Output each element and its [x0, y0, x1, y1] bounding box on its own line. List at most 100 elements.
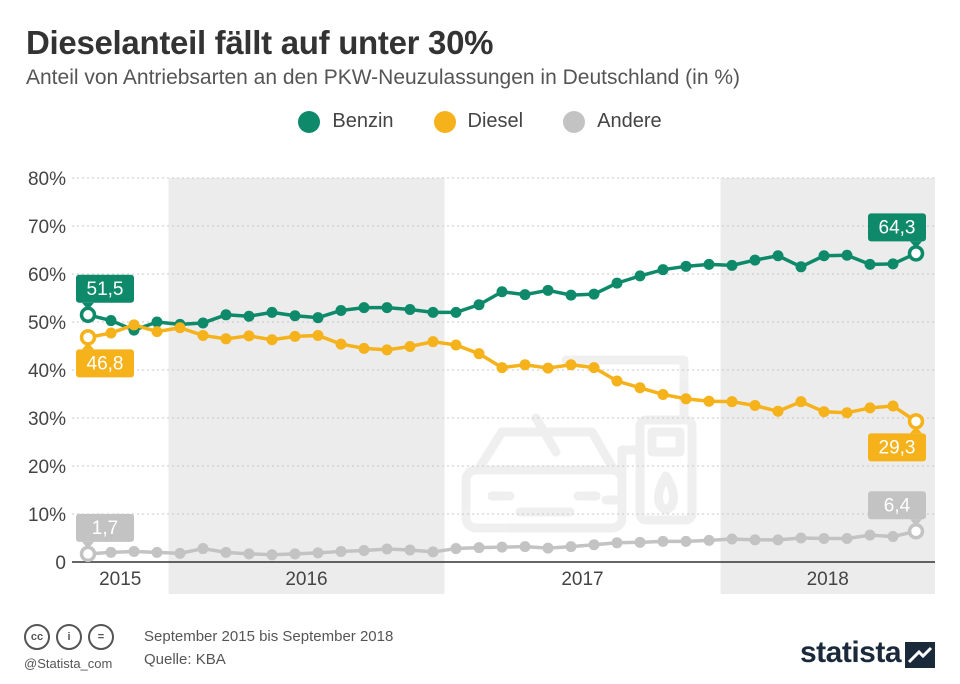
chart-title: Dieselanteil fällt auf unter 30% [26, 24, 494, 61]
data-point-diesel [795, 396, 807, 408]
data-point-diesel [220, 333, 232, 345]
car-fuel-watermark-icon [461, 355, 697, 533]
data-point-benzin [795, 261, 807, 273]
data-label-pointer [910, 241, 922, 249]
data-point-benzin [289, 310, 301, 322]
y-tick-label: 60% [28, 265, 66, 286]
data-point-diesel [450, 339, 462, 351]
data-point-benzin [565, 289, 577, 301]
data-point-diesel [289, 330, 301, 342]
data-point-andere [588, 539, 600, 551]
data-point-diesel [335, 338, 347, 350]
data-point-diesel [243, 330, 255, 342]
data-point-andere [542, 542, 554, 554]
data-point-benzin [220, 309, 232, 321]
twitter-handle[interactable]: @Statista_com [24, 656, 113, 671]
data-point-andere [726, 533, 738, 545]
data-point-benzin [105, 315, 117, 327]
data-point-andere [841, 532, 853, 544]
data-point-benzin [772, 250, 784, 262]
data-label-box [76, 349, 134, 378]
data-point-benzin [841, 249, 853, 261]
data-point-diesel [611, 375, 623, 387]
y-tick-label: 70% [28, 217, 66, 238]
data-point-diesel [657, 388, 669, 400]
no-derivatives-icon: = [88, 624, 114, 650]
data-point-diesel [749, 400, 761, 412]
data-point-benzin [907, 245, 925, 262]
data-point-andere [197, 543, 209, 555]
y-tick-label: 40% [28, 361, 66, 382]
y-tick-label: 50% [28, 313, 66, 334]
data-point-benzin [726, 259, 738, 271]
data-point-diesel [634, 382, 646, 394]
data-label: 29,3 [879, 437, 916, 458]
data-point-diesel [907, 413, 925, 430]
x-year-label: 2017 [561, 569, 603, 590]
data-point-benzin [703, 258, 715, 270]
data-point-diesel [128, 319, 140, 331]
data-point-andere [450, 543, 462, 555]
data-point-benzin [634, 270, 646, 282]
data-label: 6,4 [884, 495, 911, 516]
data-label-box [868, 491, 926, 520]
statista-logo[interactable]: statista [800, 636, 902, 669]
data-point-benzin [427, 306, 439, 318]
data-point-diesel [519, 359, 531, 371]
data-point-benzin [749, 254, 761, 266]
data-point-diesel [864, 402, 876, 414]
data-point-diesel [772, 405, 784, 417]
data-point-benzin [818, 250, 830, 262]
data-point-benzin [542, 284, 554, 296]
data-point-benzin [79, 306, 97, 324]
data-point-andere [312, 547, 324, 559]
data-labels: 51,5 46,8 1,7 64,3 29,3 6,4 [76, 213, 926, 549]
data-point-diesel [818, 406, 830, 418]
cc-icon: cc [24, 624, 50, 650]
year-band-2016 [168, 178, 445, 594]
data-point-benzin [404, 304, 416, 316]
data-point-benzin [887, 258, 899, 270]
data-point-benzin [680, 260, 692, 272]
legend-label-andere: Andere [597, 110, 662, 132]
statista-logo-mark-icon [905, 642, 935, 668]
chart-subtitle: Anteil von Antriebsarten an den PKW-Neuz… [26, 66, 741, 89]
data-point-diesel [174, 322, 186, 334]
data-label-box [868, 433, 926, 462]
data-point-benzin [864, 258, 876, 270]
data-point-diesel [496, 362, 508, 374]
data-point-diesel [588, 362, 600, 374]
data-point-benzin [657, 264, 669, 276]
data-point-benzin [496, 286, 508, 298]
data-point-andere [79, 545, 97, 563]
data-point-diesel [703, 395, 715, 407]
data-point-andere [611, 537, 623, 549]
data-point-andere [795, 532, 807, 544]
data-point-diesel [151, 326, 163, 338]
data-point-andere [473, 542, 485, 554]
data-label-box [868, 213, 926, 242]
data-point-diesel [312, 329, 324, 341]
data-point-diesel [197, 329, 209, 341]
y-tick-label: 10% [28, 505, 66, 526]
legend-swatch-diesel [433, 110, 456, 133]
data-point-andere [887, 531, 899, 543]
data-label: 64,3 [879, 217, 916, 238]
data-point-andere [496, 541, 508, 553]
data-point-diesel [565, 359, 577, 371]
data-point-andere [565, 541, 577, 553]
data-point-diesel [680, 393, 692, 405]
year-band-2018 [720, 178, 935, 594]
data-point-diesel [381, 344, 393, 356]
series-lines [79, 245, 925, 563]
data-point-diesel [841, 407, 853, 419]
data-point-andere [266, 549, 278, 561]
legend-swatch-andere [563, 110, 586, 133]
license-icons: cc i = [24, 624, 114, 650]
data-point-andere [680, 535, 692, 547]
data-point-andere [772, 534, 784, 546]
legend-item-benzin: Benzin [298, 110, 394, 133]
data-point-benzin [611, 277, 623, 289]
data-point-benzin [151, 316, 163, 328]
x-axis: 2015 2016 2017 2018 [99, 569, 849, 590]
